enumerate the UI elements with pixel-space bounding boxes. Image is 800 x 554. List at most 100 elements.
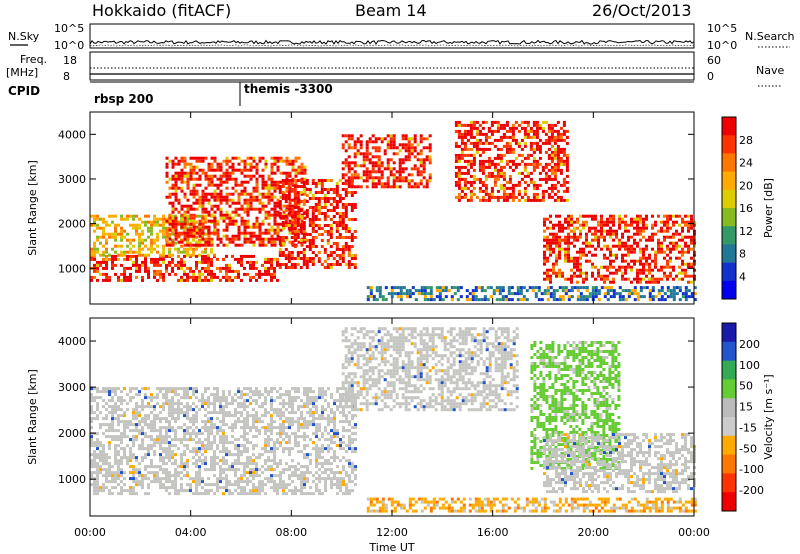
- heatmap-cell: [246, 272, 249, 276]
- heatmap-cell: [612, 214, 615, 218]
- heatmap-cell: [308, 221, 312, 224]
- heatmap-cell: [576, 259, 579, 263]
- heatmap-cell: [117, 275, 120, 279]
- heatmap-cell: [466, 147, 470, 151]
- heatmap-cell: [225, 414, 228, 418]
- heatmap-cell: [249, 426, 252, 430]
- heatmap-cell: [129, 423, 132, 427]
- heatmap-cell: [111, 247, 114, 251]
- heatmap-cell: [329, 209, 333, 212]
- heatmap-cell: [684, 244, 687, 248]
- heatmap-cell: [438, 298, 442, 302]
- heatmap-cell: [290, 266, 294, 269]
- heatmap-cell: [514, 195, 518, 199]
- heatmap-cell: [299, 230, 303, 233]
- heatmap-cell: [180, 159, 184, 163]
- heatmap-cell: [639, 262, 642, 266]
- heatmap-cell: [550, 153, 554, 157]
- heatmap-cell: [559, 135, 563, 139]
- heatmap-cell: [678, 250, 681, 254]
- heatmap-cell: [138, 269, 141, 273]
- heatmap-cell: [642, 226, 645, 230]
- heatmap-cell: [487, 129, 491, 133]
- heatmap-cell: [353, 155, 357, 159]
- heatmap-cell: [126, 214, 129, 218]
- heatmap-cell: [474, 286, 478, 290]
- heatmap-cell: [308, 233, 312, 236]
- heatmap-cell: [132, 453, 135, 457]
- heatmap-cell: [478, 177, 482, 181]
- heatmap-cell: [281, 194, 285, 197]
- heatmap-cell: [305, 182, 309, 185]
- heatmap-cell: [570, 217, 573, 221]
- heatmap-cell: [299, 257, 303, 260]
- heatmap-cell: [252, 414, 255, 418]
- heatmap-cell: [579, 223, 582, 227]
- heatmap-cell: [300, 162, 304, 166]
- heatmap-cell: [284, 194, 288, 197]
- heatmap-cell: [156, 269, 159, 273]
- heatmap-cell: [517, 171, 521, 175]
- heatmap-cell: [374, 176, 378, 180]
- heatmap-cell: [621, 235, 624, 239]
- heatmap-cell: [201, 171, 205, 175]
- heatmap-cell: [252, 254, 255, 258]
- heatmap-cell: [279, 444, 282, 448]
- heatmap-cell: [186, 471, 189, 475]
- heatmap-cell: [541, 120, 545, 124]
- heatmap-cell: [469, 162, 473, 166]
- heatmap-cell: [457, 192, 461, 196]
- heatmap-cell: [353, 161, 357, 165]
- heatmap-cell: [168, 241, 171, 245]
- heatmap-cell: [459, 295, 463, 299]
- heatmap-cell: [195, 405, 198, 409]
- heatmap-cell: [183, 465, 186, 469]
- heatmap-cell: [636, 220, 639, 224]
- heatmap-cell: [389, 170, 393, 174]
- heatmap-cell: [350, 167, 354, 171]
- heatmap-cell: [192, 165, 196, 169]
- heatmap-cell: [392, 137, 396, 141]
- heatmap-cell: [645, 238, 648, 242]
- heatmap-cell: [141, 477, 144, 481]
- heatmap-cell: [636, 226, 639, 230]
- heatmap-cell: [165, 387, 168, 391]
- heatmap-cell: [288, 240, 292, 244]
- heatmap-cell: [186, 426, 189, 430]
- heatmap-cell: [475, 177, 479, 181]
- heatmap-cell: [105, 414, 108, 418]
- heatmap-cell: [186, 222, 190, 226]
- heatmap-cell: [291, 198, 295, 202]
- heatmap-cell: [117, 492, 120, 496]
- heatmap-cell: [505, 144, 509, 148]
- heatmap-cell: [508, 159, 512, 163]
- heatmap-cell: [252, 156, 256, 160]
- heatmap-cell: [258, 405, 261, 409]
- heatmap-cell: [180, 180, 184, 184]
- heatmap-cell: [633, 220, 636, 224]
- heatmap-cell: [329, 266, 333, 269]
- heatmap-cell: [234, 207, 238, 211]
- heatmap-cell: [189, 162, 193, 166]
- heatmap-cell: [210, 250, 213, 254]
- heatmap-cell: [186, 186, 190, 190]
- heatmap-cell: [249, 263, 252, 267]
- heatmap-cell: [198, 198, 202, 202]
- heatmap-cell: [332, 188, 336, 191]
- heatmap-cell: [672, 223, 675, 227]
- heatmap-cell: [353, 140, 357, 144]
- heatmap-cell: [126, 426, 129, 430]
- heatmap-cell: [585, 274, 588, 278]
- heatmap-cell: [264, 162, 268, 166]
- heatmap-cell: [270, 165, 274, 169]
- heatmap-cell: [552, 295, 556, 299]
- heatmap-cell: [117, 468, 120, 472]
- heatmap-cell: [165, 435, 168, 439]
- heatmap-cell: [228, 165, 232, 169]
- heatmap-cell: [93, 250, 96, 254]
- heatmap-cell: [401, 146, 405, 150]
- heatmap-cell: [621, 274, 624, 278]
- heatmap-cell: [255, 272, 258, 276]
- heatmap-cell: [105, 417, 108, 421]
- heatmap-cell: [296, 233, 300, 236]
